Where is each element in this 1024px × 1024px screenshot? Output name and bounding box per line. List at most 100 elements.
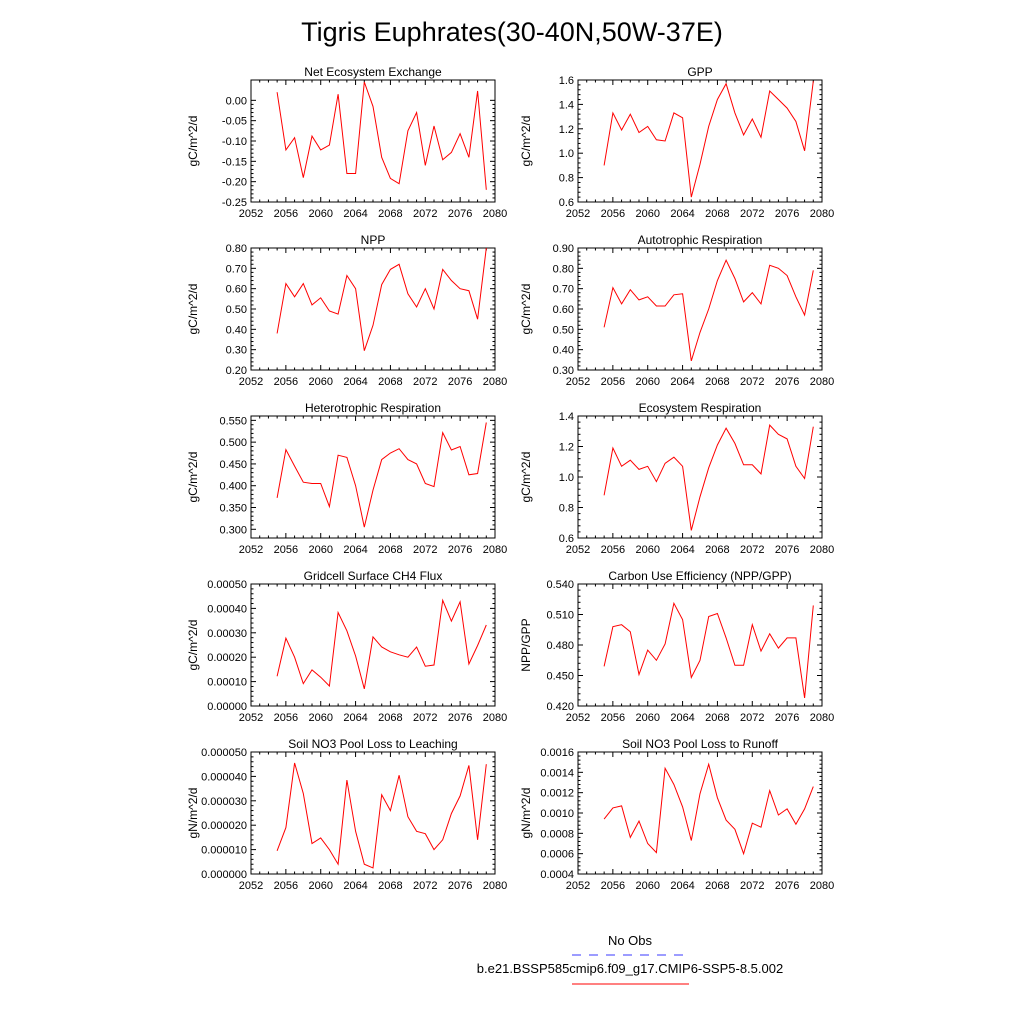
y-tick-label: 0.70 — [553, 284, 574, 296]
panel-title: Soil NO3 Pool Loss to Leaching — [288, 737, 457, 751]
x-tick-label: 2052 — [566, 208, 590, 220]
series-line — [276, 247, 487, 351]
y-tick-label: 0.000000 — [201, 869, 247, 881]
x-tick-label: 2052 — [239, 712, 263, 724]
y-tick-label: -0.25 — [222, 197, 247, 209]
y-axis-label: NPP/GPP — [519, 618, 533, 671]
y-tick-label: 0.8 — [559, 173, 574, 185]
y-tick-label: 0.0010 — [540, 808, 574, 820]
panel-3: NPP gC/m^2/d 2052 2056 2060 2064 2068 2072 2076 2… — [186, 233, 507, 388]
x-tick-label: 2056 — [274, 376, 298, 388]
y-tick-label: 0.70 — [226, 263, 247, 275]
plot-frame — [577, 751, 823, 875]
x-tick-label: 2080 — [483, 544, 507, 556]
panel-title: Ecosystem Respiration — [639, 401, 762, 415]
y-tick-label: 0.0014 — [540, 767, 574, 779]
series-line — [603, 81, 814, 198]
y-tick-label: 0.000020 — [201, 820, 247, 832]
x-tick-label: 2056 — [274, 712, 298, 724]
y-axis-label: gC/m^2/d — [186, 116, 200, 167]
x-tick-label: 2060 — [635, 712, 659, 724]
panel-title: NPP — [361, 233, 386, 247]
x-tick-label: 2080 — [810, 880, 834, 892]
y-tick-label: 0.40 — [226, 324, 247, 336]
y-tick-label: 0.00050 — [207, 579, 247, 591]
x-tick-label: 2072 — [413, 376, 437, 388]
x-tick-label: 2080 — [483, 712, 507, 724]
x-tick-label: 2052 — [239, 544, 263, 556]
plot-frame — [577, 247, 823, 371]
y-tick-label: 0.40 — [553, 345, 574, 357]
x-tick-label: 2060 — [308, 208, 332, 220]
x-tick-label: 2064 — [670, 880, 694, 892]
y-tick-label: 0.00030 — [207, 628, 247, 640]
y-axis-label: gC/m^2/d — [519, 452, 533, 503]
x-tick-label: 2064 — [343, 712, 367, 724]
y-axis-label: gC/m^2/d — [519, 116, 533, 167]
x-tick-label: 2072 — [740, 376, 764, 388]
y-tick-label: 0.00 — [226, 95, 247, 107]
panel-5: Heterotrophic Respiration gC/m^2/d 2052 205… — [186, 401, 507, 556]
figure-title: Tigris Euphrates(30-40N,50W-37E) — [301, 17, 723, 47]
x-tick-label: 2060 — [308, 880, 332, 892]
y-tick-label: 0.450 — [546, 671, 574, 683]
y-axis-label: gN/m^2/d — [519, 788, 533, 839]
panel-2: GPP gC/m^2/d 2052 2056 2060 2064 2068 2072 2076 2… — [519, 65, 834, 220]
series-line — [603, 601, 814, 698]
panel-title: Heterotrophic Respiration — [305, 401, 441, 415]
y-tick-label: 1.0 — [559, 148, 574, 160]
plot-frame — [250, 79, 496, 203]
y-tick-label: 0.480 — [546, 640, 574, 652]
x-tick-label: 2060 — [308, 712, 332, 724]
y-tick-label: 0.6 — [559, 197, 574, 209]
x-tick-label: 2060 — [635, 880, 659, 892]
panel-title: Soil NO3 Pool Loss to Runoff — [622, 737, 779, 751]
x-tick-label: 2076 — [775, 880, 799, 892]
x-tick-label: 2072 — [413, 712, 437, 724]
x-tick-label: 2056 — [601, 880, 625, 892]
x-tick-label: 2076 — [448, 712, 472, 724]
x-tick-label: 2056 — [601, 376, 625, 388]
x-tick-label: 2080 — [810, 712, 834, 724]
y-axis-label: gC/m^2/d — [186, 452, 200, 503]
x-tick-label: 2076 — [775, 544, 799, 556]
panel-1: Net Ecosystem Exchange gC/m^2/d 2052 2056 20… — [186, 65, 507, 220]
x-tick-label: 2072 — [413, 544, 437, 556]
x-tick-label: 2072 — [413, 208, 437, 220]
x-tick-label: 2080 — [810, 544, 834, 556]
x-tick-label: 2076 — [775, 208, 799, 220]
panel-7: Gridcell Surface CH4 Flux gC/m^2/d 2052 205… — [186, 569, 507, 724]
y-tick-label: 0.30 — [226, 345, 247, 357]
x-tick-label: 2060 — [635, 544, 659, 556]
x-tick-label: 2068 — [378, 880, 402, 892]
y-tick-label: 0.90 — [553, 243, 574, 255]
x-tick-label: 2056 — [601, 208, 625, 220]
x-tick-label: 2064 — [343, 544, 367, 556]
x-tick-label: 2056 — [274, 880, 298, 892]
y-tick-label: 1.4 — [559, 411, 574, 423]
y-tick-label: 0.6 — [559, 533, 574, 545]
panel-title: GPP — [687, 65, 712, 79]
x-tick-label: 2068 — [378, 208, 402, 220]
x-tick-label: 2052 — [239, 880, 263, 892]
x-tick-label: 2052 — [239, 208, 263, 220]
x-tick-label: 2064 — [670, 376, 694, 388]
y-tick-label: 0.420 — [546, 701, 574, 713]
x-tick-label: 2060 — [635, 208, 659, 220]
y-tick-label: 0.510 — [546, 610, 574, 622]
y-axis-label: gC/m^2/d — [519, 284, 533, 335]
y-tick-label: 0.400 — [219, 481, 247, 493]
x-tick-label: 2068 — [705, 376, 729, 388]
x-tick-label: 2052 — [566, 712, 590, 724]
y-tick-label: 0.0016 — [540, 747, 574, 759]
series-line — [276, 81, 487, 190]
x-tick-label: 2064 — [343, 880, 367, 892]
x-tick-label: 2072 — [740, 712, 764, 724]
series-line — [603, 258, 814, 362]
x-tick-label: 2060 — [635, 376, 659, 388]
y-tick-label: 0.540 — [546, 579, 574, 591]
x-tick-label: 2056 — [601, 544, 625, 556]
x-tick-label: 2068 — [705, 712, 729, 724]
plot-frame — [577, 583, 823, 707]
y-tick-label: 0.60 — [226, 284, 247, 296]
